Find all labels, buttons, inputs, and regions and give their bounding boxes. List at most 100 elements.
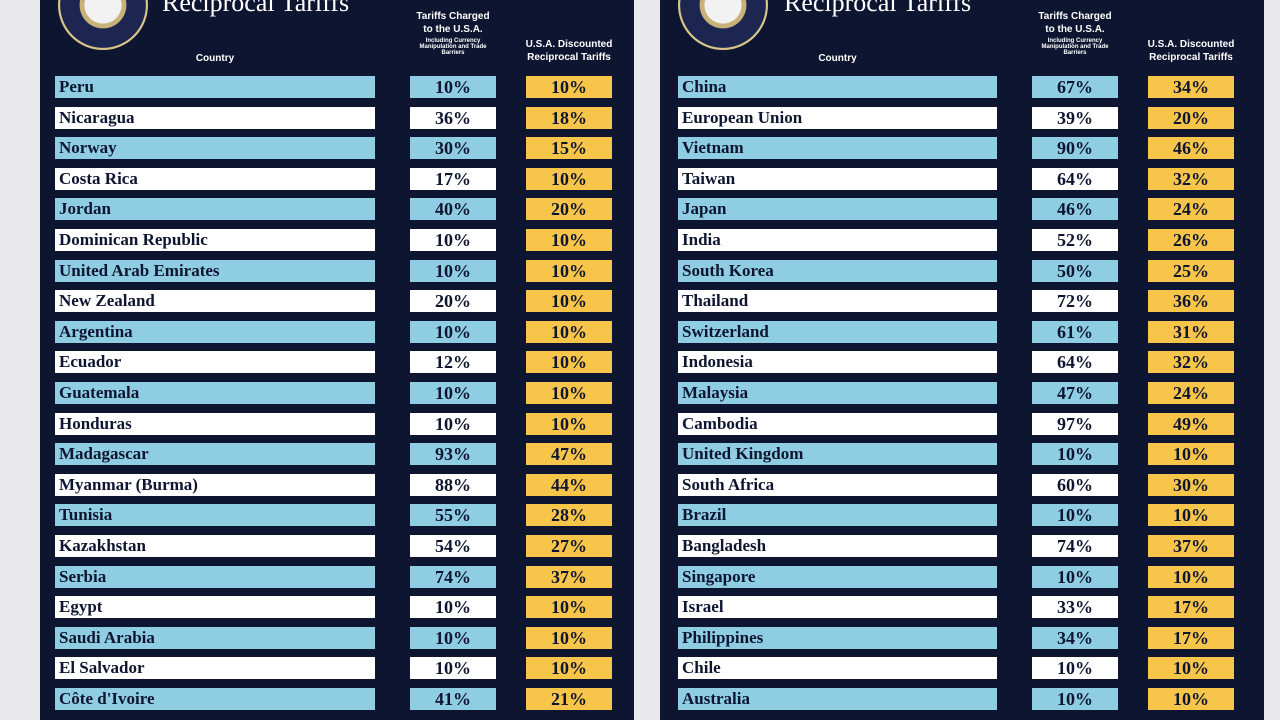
- country-cell: Ecuador: [55, 351, 375, 374]
- charged-cell: 39%: [1032, 106, 1118, 129]
- country-cell: China: [678, 76, 997, 98]
- header-charged: Tariffs Charged to the U.S.A. Including C…: [1022, 10, 1128, 56]
- charged-cell: 47%: [1032, 382, 1118, 404]
- panel-title: Reciprocal Tariffs: [784, 0, 972, 17]
- country-cell: Egypt: [55, 596, 375, 619]
- reciprocal-cell: 10%: [1148, 688, 1234, 710]
- country-cell: Bangladesh: [678, 535, 997, 557]
- reciprocal-cell: 18%: [526, 106, 612, 129]
- country-cell: Myanmar (Burma): [55, 473, 375, 496]
- charged-cell: 10%: [410, 320, 496, 343]
- country-cell: Japan: [678, 198, 997, 221]
- charged-cell: 10%: [1032, 565, 1118, 588]
- country-cell: Thailand: [678, 290, 997, 313]
- country-cell: Switzerland: [678, 320, 997, 343]
- reciprocal-cell: 30%: [1148, 473, 1234, 496]
- reciprocal-cell: 37%: [1148, 535, 1234, 557]
- charged-cell: 10%: [410, 596, 496, 619]
- country-cell: Dominican Republic: [55, 229, 375, 251]
- country-cell: Madagascar: [55, 443, 375, 466]
- charged-cell: 10%: [410, 412, 496, 435]
- reciprocal-cell: 10%: [1148, 565, 1234, 588]
- reciprocal-cell: 32%: [1148, 351, 1234, 374]
- panel-title: Reciprocal Tariffs: [162, 0, 350, 17]
- country-cell: South Korea: [678, 259, 997, 282]
- country-cell: New Zealand: [55, 290, 375, 313]
- country-cell: United Arab Emirates: [55, 259, 375, 282]
- country-cell: Singapore: [678, 565, 997, 588]
- country-cell: European Union: [678, 106, 997, 129]
- reciprocal-cell: 49%: [1148, 412, 1234, 435]
- reciprocal-cell: 10%: [1148, 504, 1234, 527]
- reciprocal-cell: 10%: [526, 167, 612, 190]
- reciprocal-cell: 20%: [1148, 106, 1234, 129]
- charged-cell: 10%: [410, 382, 496, 404]
- country-cell: Guatemala: [55, 382, 375, 404]
- reciprocal-cell: 37%: [526, 565, 612, 588]
- country-cell: Serbia: [55, 565, 375, 588]
- country-cell: Malaysia: [678, 382, 997, 404]
- reciprocal-cell: 10%: [526, 351, 612, 374]
- country-cell: Australia: [678, 688, 997, 710]
- country-cell: United Kingdom: [678, 443, 997, 466]
- charged-cell: 34%: [1032, 626, 1118, 649]
- charged-cell: 60%: [1032, 473, 1118, 496]
- reciprocal-cell: 31%: [1148, 320, 1234, 343]
- country-cell: Taiwan: [678, 167, 997, 190]
- charged-cell: 17%: [410, 167, 496, 190]
- charged-cell: 10%: [1032, 504, 1118, 527]
- reciprocal-cell: 27%: [526, 535, 612, 557]
- country-cell: Saudi Arabia: [55, 626, 375, 649]
- reciprocal-cell: 20%: [526, 198, 612, 221]
- reciprocal-cell: 10%: [526, 382, 612, 404]
- header-country: Country: [818, 53, 857, 64]
- charged-cell: 50%: [1032, 259, 1118, 282]
- reciprocal-cell: 47%: [526, 443, 612, 466]
- charged-cell: 10%: [1032, 657, 1118, 680]
- reciprocal-cell: 10%: [526, 412, 612, 435]
- country-cell: Norway: [55, 137, 375, 160]
- reciprocal-cell: 25%: [1148, 259, 1234, 282]
- charged-cell: 64%: [1032, 351, 1118, 374]
- country-cell: Israel: [678, 596, 997, 619]
- charged-cell: 97%: [1032, 412, 1118, 435]
- country-cell: India: [678, 229, 997, 251]
- reciprocal-cell: 10%: [526, 76, 612, 98]
- reciprocal-cell: 10%: [526, 596, 612, 619]
- header-charged-text: Tariffs Charged to the U.S.A.: [416, 11, 490, 35]
- charged-cell: 64%: [1032, 167, 1118, 190]
- charged-cell: 72%: [1032, 290, 1118, 313]
- charged-cell: 54%: [410, 535, 496, 557]
- reciprocal-cell: 34%: [1148, 76, 1234, 98]
- charged-cell: 30%: [410, 137, 496, 160]
- charged-cell: 88%: [410, 473, 496, 496]
- country-cell: Peru: [55, 76, 375, 98]
- reciprocal-cell: 10%: [526, 320, 612, 343]
- reciprocal-cell: 15%: [526, 137, 612, 160]
- charged-cell: 10%: [410, 657, 496, 680]
- charged-cell: 10%: [1032, 688, 1118, 710]
- charged-cell: 67%: [1032, 76, 1118, 98]
- country-cell: Argentina: [55, 320, 375, 343]
- reciprocal-cell: 46%: [1148, 137, 1234, 160]
- country-cell: Nicaragua: [55, 106, 375, 129]
- charged-cell: 74%: [410, 565, 496, 588]
- country-cell: Cambodia: [678, 412, 997, 435]
- charged-cell: 36%: [410, 106, 496, 129]
- reciprocal-cell: 44%: [526, 473, 612, 496]
- charged-cell: 10%: [1032, 443, 1118, 466]
- header-charged-text: Tariffs Charged to the U.S.A.: [1038, 11, 1112, 35]
- reciprocal-cell: 10%: [526, 229, 612, 251]
- charged-cell: 10%: [410, 229, 496, 251]
- reciprocal-cell: 36%: [1148, 290, 1234, 313]
- charged-cell: 55%: [410, 504, 496, 527]
- charged-cell: 90%: [1032, 137, 1118, 160]
- header-note: Including Currency Manipulation and Trad…: [419, 38, 487, 56]
- country-cell: Chile: [678, 657, 997, 680]
- header-reciprocal: U.S.A. Discounted Reciprocal Tariffs: [525, 39, 613, 63]
- charged-cell: 10%: [410, 626, 496, 649]
- charged-cell: 41%: [410, 688, 496, 710]
- country-cell: Costa Rica: [55, 167, 375, 190]
- charged-cell: 93%: [410, 443, 496, 466]
- reciprocal-cell: 10%: [526, 657, 612, 680]
